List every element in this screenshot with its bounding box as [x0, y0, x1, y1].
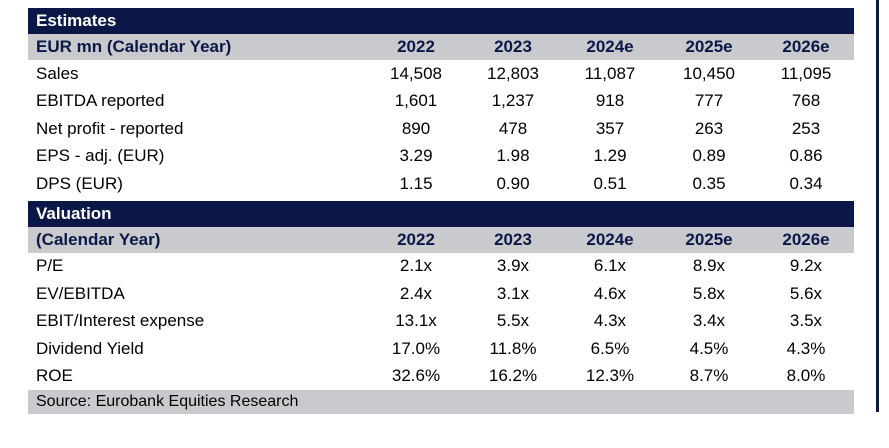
estimates-band: Estimates [28, 8, 854, 34]
source-text: Source: Eurobank Equities Research [36, 393, 299, 410]
row-label: EPS - adj. (EUR) [36, 146, 165, 166]
estimates-year-header: 2022 [397, 37, 435, 56]
cell-value: 0.90 [496, 173, 530, 193]
table-row: Dividend Yield 17.0% 11.8% 6.5% 4.5% 4.3… [28, 335, 854, 363]
cell-value: 11,095 [780, 63, 832, 83]
cell-value: 478 [498, 118, 528, 138]
row-label: DPS (EUR) [36, 173, 123, 193]
cell-value: 5.8x [692, 283, 726, 303]
valuation-year-header: 2026e [782, 229, 830, 249]
cell-value: 1.98 [496, 146, 530, 166]
row-label: Net profit - reported [36, 118, 184, 138]
valuation-year-header: 2022 [397, 229, 435, 249]
cell-value: 12.3% [585, 366, 635, 386]
cell-value: 1,237 [491, 91, 535, 111]
right-edge-bar [876, 0, 879, 412]
row-label: EBITDA reported [36, 91, 165, 111]
financial-table: Estimates EUR mn (Calendar Year) 2022 20… [28, 8, 854, 414]
row-label: Sales [36, 63, 79, 83]
cell-value: 6.1x [593, 256, 627, 276]
cell-value: 14,508 [390, 63, 442, 83]
cell-value: 11,087 [584, 63, 636, 83]
cell-value: 5.5x [496, 311, 530, 331]
cell-value: 3.5x [789, 311, 823, 331]
cell-value: 4.3x [593, 311, 627, 331]
row-label: ROE [36, 366, 73, 386]
cell-value: 10,450 [683, 63, 735, 83]
valuation-year-header: 2024e [586, 229, 634, 249]
cell-value: 32.6% [391, 366, 441, 386]
cell-value: 8.9x [692, 256, 726, 276]
cell-value: 1.29 [593, 146, 627, 166]
cell-value: 777 [694, 91, 724, 111]
cell-value: 5.6x [789, 283, 823, 303]
cell-value: 768 [791, 91, 821, 111]
cell-value: 0.89 [692, 146, 726, 166]
valuation-header-label: (Calendar Year) [36, 229, 161, 249]
estimates-year-header: 2025e [685, 37, 733, 56]
cell-value: 918 [595, 91, 625, 111]
cell-value: 12,803 [487, 63, 539, 83]
cell-value: 0.86 [789, 146, 823, 166]
source-note: Source: Eurobank Equities Research [28, 390, 854, 414]
table-row: Net profit - reported 890 478 357 263 25… [28, 115, 854, 143]
table-row: ROE 32.6% 16.2% 12.3% 8.7% 8.0% [28, 363, 854, 391]
cell-value: 0.34 [789, 173, 823, 193]
cell-value: 17.0% [391, 338, 441, 358]
estimates-header-label: EUR mn (Calendar Year) [36, 37, 232, 56]
table-row: EBITDA reported 1,601 1,237 918 777 768 [28, 88, 854, 116]
row-label: EV/EBITDA [36, 283, 125, 303]
cell-value: 3.29 [399, 146, 433, 166]
table-row: DPS (EUR) 1.15 0.90 0.51 0.35 0.34 [28, 170, 854, 198]
estimates-year-header: 2024e [586, 37, 634, 56]
cell-value: 1.15 [399, 173, 433, 193]
cell-value: 8.7% [689, 366, 729, 386]
cell-value: 13.1x [395, 311, 437, 331]
cell-value: 3.9x [496, 256, 530, 276]
estimates-header-row: EUR mn (Calendar Year) 2022 2023 2024e 2… [28, 34, 854, 60]
cell-value: 16.2% [488, 366, 538, 386]
valuation-header-row: (Calendar Year) 2022 2023 2024e 2025e 20… [28, 226, 854, 253]
cell-value: 253 [791, 118, 821, 138]
cell-value: 1,601 [394, 91, 438, 111]
row-label: EBIT/Interest expense [36, 311, 205, 331]
table-row: EV/EBITDA 2.4x 3.1x 4.6x 5.8x 5.6x [28, 280, 854, 308]
cell-value: 6.5% [590, 338, 630, 358]
cell-value: 2.1x [399, 256, 433, 276]
cell-value: 8.0% [786, 366, 826, 386]
table-row: Sales 14,508 12,803 11,087 10,450 11,095 [28, 60, 854, 88]
cell-value: 11.8% [489, 338, 537, 358]
cell-value: 0.35 [692, 173, 726, 193]
estimates-year-header: 2023 [494, 37, 532, 56]
estimates-year-header: 2026e [782, 37, 830, 56]
row-label: P/E [36, 256, 64, 276]
row-label: Dividend Yield [36, 338, 144, 358]
table-row: EBIT/Interest expense 13.1x 5.5x 4.3x 3.… [28, 308, 854, 336]
valuation-band: Valuation [28, 200, 854, 227]
valuation-year-header: 2025e [685, 229, 733, 249]
valuation-year-header: 2023 [494, 229, 532, 249]
cell-value: 2.4x [399, 283, 433, 303]
table-row: P/E 2.1x 3.9x 6.1x 8.9x 9.2x [28, 253, 854, 281]
cell-value: 4.6x [593, 283, 627, 303]
table-row: EPS - adj. (EUR) 3.29 1.98 1.29 0.89 0.8… [28, 143, 854, 171]
cell-value: 0.51 [593, 173, 627, 193]
cell-value: 890 [401, 118, 431, 138]
cell-value: 357 [595, 118, 625, 138]
cell-value: 263 [694, 118, 724, 138]
cell-value: 9.2x [789, 256, 823, 276]
cell-value: 4.3% [786, 338, 826, 358]
cell-value: 4.5% [689, 338, 729, 358]
cell-value: 3.1x [496, 283, 530, 303]
estimates-band-title: Estimates [36, 11, 117, 30]
valuation-band-title: Valuation [36, 203, 112, 223]
cell-value: 3.4x [692, 311, 726, 331]
